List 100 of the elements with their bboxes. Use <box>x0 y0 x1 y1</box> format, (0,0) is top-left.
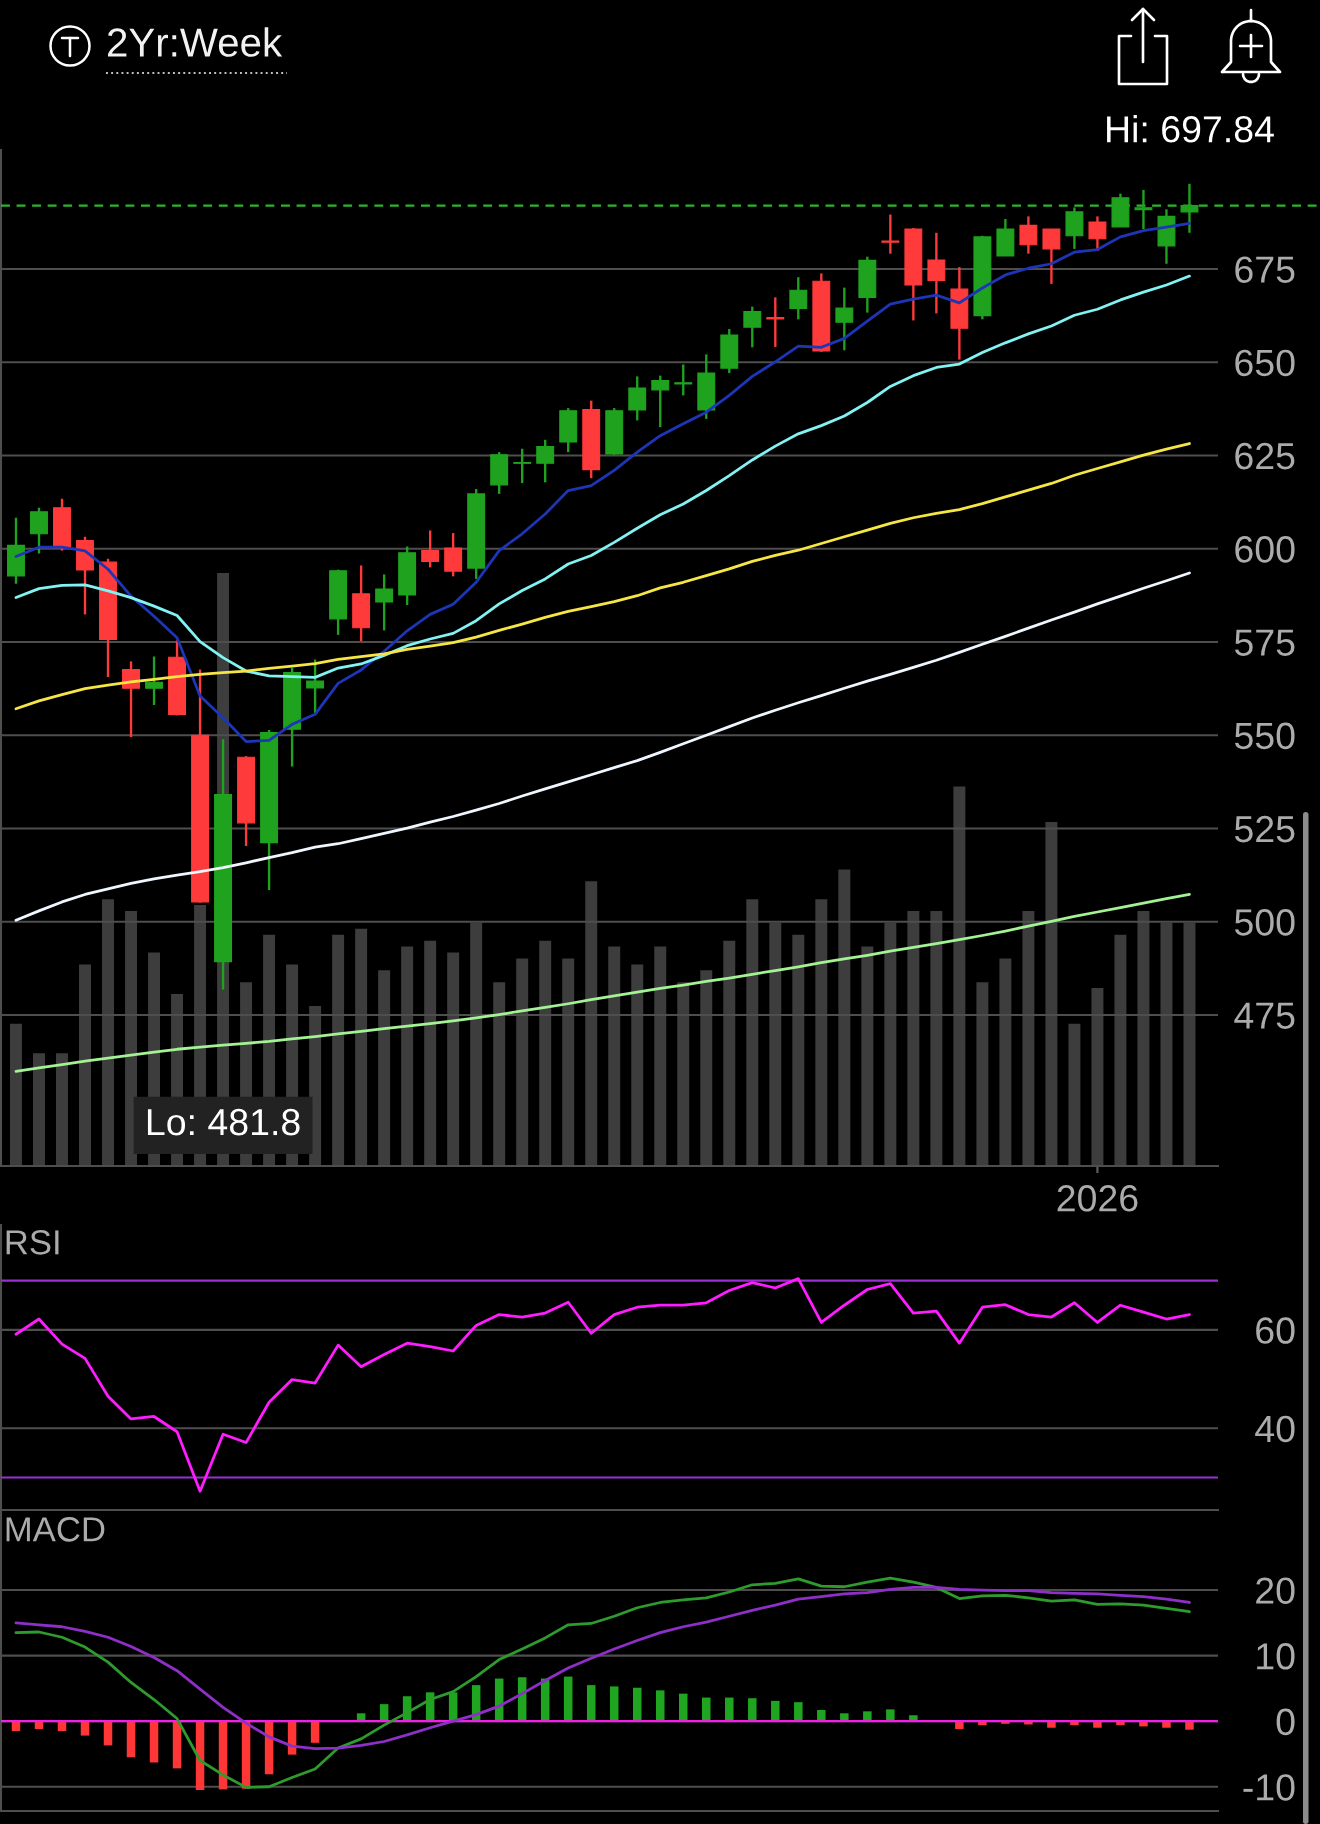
bar <box>723 940 736 1166</box>
bar <box>746 899 759 1166</box>
bar <box>447 952 460 1166</box>
bar <box>907 911 920 1166</box>
bar <box>1022 911 1035 1166</box>
line-series <box>14 1586 1191 1751</box>
bar <box>355 928 368 1166</box>
bar <box>953 786 966 1166</box>
bar <box>794 1702 803 1722</box>
bar <box>861 946 874 1166</box>
bar <box>539 940 552 1166</box>
chart-title: 2Yr:Week <box>108 27 283 57</box>
candlestick <box>789 276 808 321</box>
bar <box>585 881 598 1166</box>
y-tick-label: 20 <box>1256 1577 1295 1604</box>
y-tick-label: 0 <box>1276 1708 1295 1736</box>
bar <box>80 1721 90 1736</box>
text: Hi: 697.84 <box>1107 115 1274 143</box>
candlestick <box>306 658 325 715</box>
bar <box>332 934 345 1166</box>
bar <box>884 922 897 1166</box>
bar <box>702 1697 711 1722</box>
bar <box>310 1721 320 1743</box>
bar <box>401 946 414 1166</box>
candlestick <box>674 363 693 397</box>
bar <box>1137 911 1150 1166</box>
bar <box>516 958 529 1166</box>
candlestick <box>1065 206 1084 251</box>
bar <box>725 1697 734 1722</box>
line-series <box>14 274 1191 679</box>
candlestick <box>513 447 532 485</box>
bar <box>792 934 805 1166</box>
bar <box>126 1721 136 1758</box>
bar <box>655 1690 665 1722</box>
bar <box>930 911 943 1166</box>
bar <box>976 982 989 1166</box>
bar <box>125 911 138 1166</box>
bar <box>493 982 506 1166</box>
bar <box>102 899 114 1166</box>
line-series <box>14 893 1191 1073</box>
candlestick <box>651 374 670 429</box>
bar <box>748 1698 757 1722</box>
candlestick <box>375 573 394 632</box>
y-tick-label: 525 <box>1234 815 1295 843</box>
annotation: Lo: 481.8 <box>147 1108 300 1136</box>
candlestick <box>421 529 440 569</box>
bar <box>608 946 621 1166</box>
line-series <box>14 442 1191 711</box>
bar <box>378 970 391 1166</box>
bar <box>863 1711 872 1722</box>
candlestick <box>30 506 48 555</box>
candlestick <box>145 655 163 707</box>
bar <box>1114 934 1127 1166</box>
bar <box>631 964 644 1166</box>
bar <box>771 1700 780 1722</box>
y-tick-label: 40 <box>1255 1415 1295 1443</box>
bar <box>677 982 690 1166</box>
candlestick <box>1180 182 1199 234</box>
candlestick <box>1019 215 1038 255</box>
bar <box>562 958 575 1166</box>
candlestick <box>835 286 854 352</box>
bar <box>817 1710 826 1722</box>
y-tick-label: 60 <box>1256 1317 1295 1344</box>
y-tick-label: 550 <box>1234 722 1295 750</box>
line-series <box>14 571 1191 922</box>
y-tick-label: 10 <box>1257 1643 1295 1670</box>
y-tick-label: 625 <box>1235 442 1295 470</box>
y-tick-label: 650 <box>1235 349 1295 377</box>
y-tick-label: 500 <box>1234 909 1295 936</box>
chart-title: MACD <box>6 1517 105 1542</box>
candlestick <box>766 296 785 349</box>
y-tick-label: 575 <box>1234 629 1295 656</box>
bar <box>424 940 437 1166</box>
bar <box>563 1676 573 1722</box>
bar <box>33 1053 45 1166</box>
bar <box>586 1685 596 1722</box>
bar <box>56 1053 68 1166</box>
bar <box>886 1709 895 1722</box>
candlestick <box>927 231 946 315</box>
bar <box>700 970 713 1166</box>
bar <box>609 1686 619 1722</box>
x-tick-label: 2026 <box>1057 1185 1138 1212</box>
line-series <box>14 1277 1191 1493</box>
candlestick <box>1134 188 1153 231</box>
bar <box>654 946 667 1166</box>
candlestick <box>628 375 647 422</box>
chart-title: RSI <box>6 1230 59 1255</box>
y-tick-label: 675 <box>1235 256 1295 283</box>
candlestick <box>536 438 555 484</box>
bar <box>1045 822 1058 1166</box>
bar <box>999 958 1012 1166</box>
candlestick <box>444 531 463 578</box>
y-tick-label: -10 <box>1243 1774 1295 1801</box>
bar <box>632 1687 642 1722</box>
line-series <box>14 1576 1191 1789</box>
bar <box>1183 922 1196 1166</box>
candlestick <box>743 305 762 349</box>
bar <box>149 1721 159 1763</box>
bar <box>79 964 91 1166</box>
y-tick-label: 475 <box>1234 1002 1295 1029</box>
